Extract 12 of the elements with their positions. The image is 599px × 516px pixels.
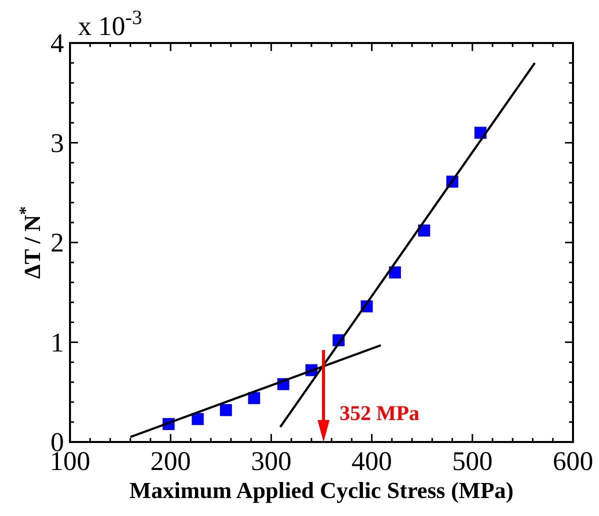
ref-line-label: 352 MPa (340, 401, 420, 425)
y-tick-label: 2 (50, 228, 64, 258)
x-axis-title: Maximum Applied Cyclic Stress (MPa) (129, 478, 514, 503)
y-tick-label: 1 (50, 327, 64, 358)
y-tick-label: 3 (50, 128, 64, 158)
x-tick-label: 200 (150, 446, 191, 476)
text: x 10$^{-3}$ (78, 7, 142, 41)
x-tick-label: 300 (250, 446, 292, 476)
x-tick-label: 600 (552, 446, 594, 476)
y-tick-label: 4 (50, 28, 64, 58)
x-tick-label: 400 (352, 446, 392, 476)
x-tick-label: 500 (452, 446, 493, 476)
